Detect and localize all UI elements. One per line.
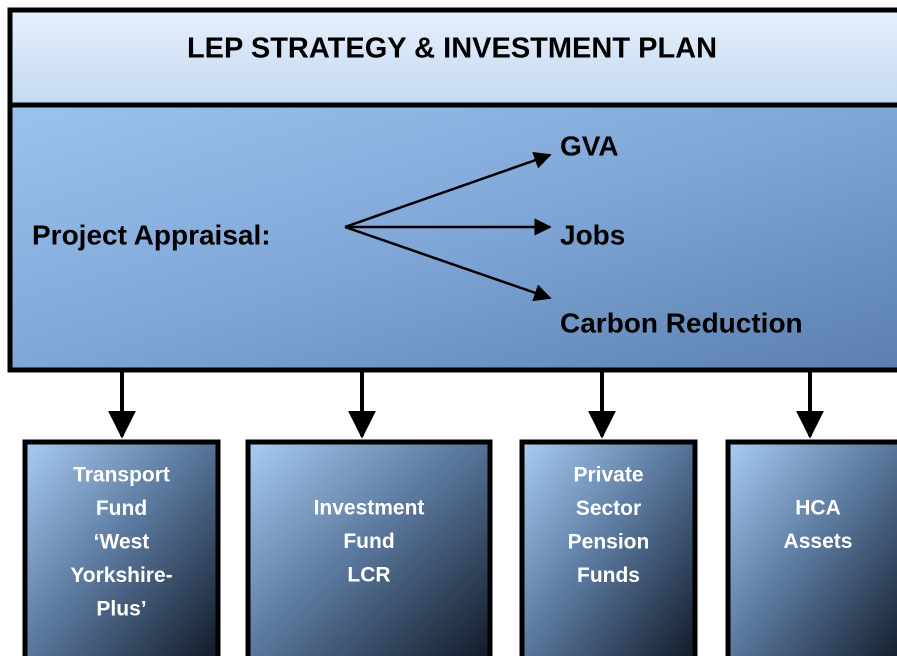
fund-label: Pension — [568, 531, 650, 554]
fund-box — [22, 439, 221, 656]
fund-label: Plus’ — [96, 598, 146, 621]
outcome-label: Jobs — [560, 219, 625, 250]
fund-label: Private — [573, 464, 643, 487]
fund-box — [725, 439, 897, 656]
title: LEP STRATEGY & INVESTMENT PLAN — [187, 33, 717, 65]
header-box — [7, 7, 897, 108]
fund-label: Assets — [784, 530, 853, 553]
fund-label: Transport — [73, 464, 170, 487]
fund-label: Yorkshire- — [70, 564, 172, 587]
fund-label: Investment — [314, 497, 425, 520]
appraisal-label: Project Appraisal: — [32, 219, 271, 250]
arrow — [344, 151, 552, 229]
fund-label: LCR — [347, 564, 390, 587]
fund-label: HCA — [795, 497, 841, 520]
arrow — [344, 225, 552, 302]
fund-box — [519, 439, 698, 656]
fund-label: Funds — [577, 564, 640, 587]
outcome-label: Carbon Reduction — [560, 307, 803, 338]
fund-label: Fund — [96, 497, 147, 520]
outcome-label: GVA — [560, 130, 619, 161]
fund-label: Fund — [343, 530, 394, 553]
fund-label: Sector — [576, 497, 641, 520]
appraisal-box — [7, 102, 897, 373]
fund-box — [245, 439, 493, 656]
fund-label: ‘West — [94, 531, 150, 554]
